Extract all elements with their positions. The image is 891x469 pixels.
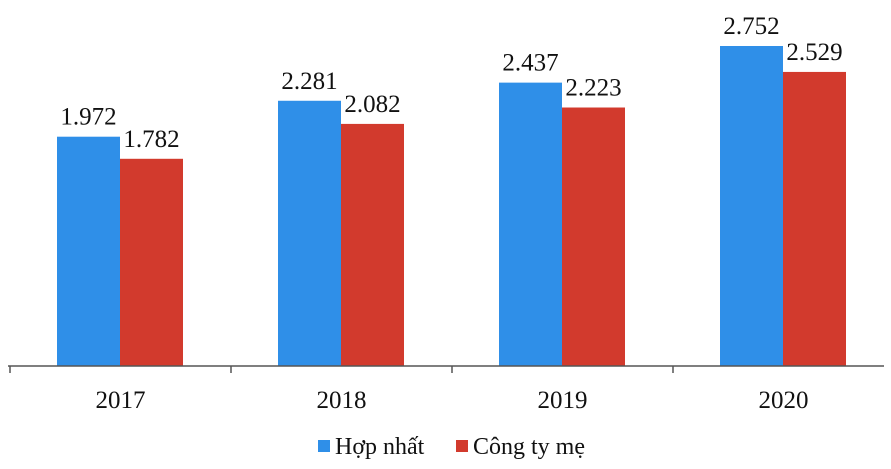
legend-label-hop-nhat: Hợp nhất xyxy=(335,434,425,460)
data-label: 2.223 xyxy=(565,75,621,102)
data-label: 2.082 xyxy=(344,91,400,118)
bar-cong-ty-me-2020 xyxy=(783,71,846,366)
x-axis: 2017 2018 2019 2020 xyxy=(8,365,884,414)
bar-hop-nhat-2017 xyxy=(57,136,120,366)
data-label: 2.437 xyxy=(502,50,558,77)
data-label: 2.752 xyxy=(723,13,779,40)
bar-cong-ty-me-2017 xyxy=(120,158,183,366)
bar-hop-nhat-2020 xyxy=(720,46,783,366)
bar-hop-nhat-2018 xyxy=(278,100,341,366)
data-label: 2.529 xyxy=(786,39,842,66)
x-tick-label: 2018 xyxy=(317,387,367,414)
legend-label-cong-ty-me: Công ty mẹ xyxy=(473,434,585,460)
data-label: 2.281 xyxy=(281,68,337,95)
value-labels-layer: 1.972 1.782 2.281 2.082 2.437 2.223 2.752 2.529 xyxy=(60,13,842,153)
x-tick-label: 2017 xyxy=(96,387,146,414)
legend-swatch-cong-ty-me xyxy=(456,440,468,452)
bar-hop-nhat-2019 xyxy=(499,82,562,367)
bars-layer xyxy=(57,46,846,367)
legend-swatch-hop-nhat xyxy=(318,440,330,452)
x-tick-label: 2020 xyxy=(759,387,809,414)
x-tick-label: 2019 xyxy=(538,387,588,414)
bar-cong-ty-me-2019 xyxy=(562,107,625,366)
bar-cong-ty-me-2018 xyxy=(341,123,404,366)
data-label: 1.782 xyxy=(123,126,179,153)
legend: Hợp nhất Công ty mẹ xyxy=(318,434,585,460)
data-label: 1.972 xyxy=(60,104,116,131)
